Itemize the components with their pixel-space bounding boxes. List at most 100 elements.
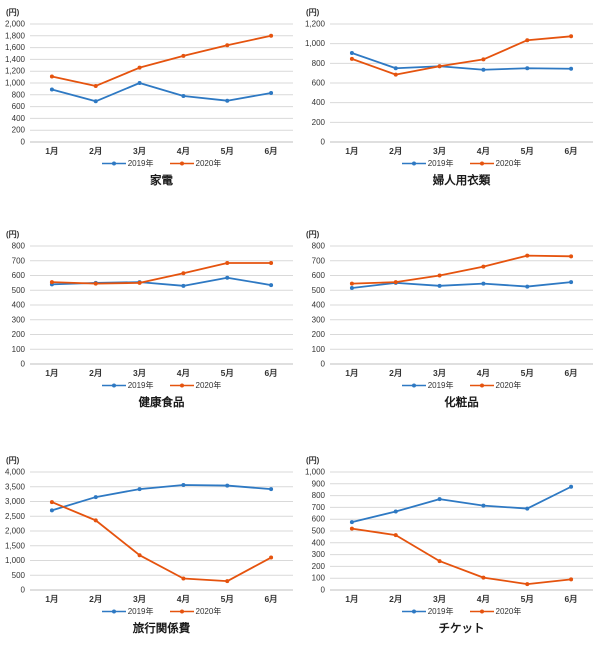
data-point-2019年 [49, 87, 54, 92]
data-point-2020年 [481, 575, 486, 580]
series-line-2020年 [51, 262, 272, 285]
data-point-2020年 [137, 280, 142, 285]
y-tick-label: 400 [312, 301, 326, 310]
data-point-2019年 [349, 286, 354, 291]
chart-cell-3: (円) 0 100 200 300 400 500 600 700 800 1月 2月 3月 4月 5月 6月… [0, 217, 300, 434]
y-tick-label: 500 [312, 527, 326, 536]
x-tick-label: 6月 [264, 146, 277, 156]
x-tick-label: 4月 [177, 594, 190, 604]
chart-title: 婦人用衣類 [432, 175, 491, 187]
legend-line-marker-icon [469, 383, 494, 388]
y-axis-unit-label: (円) [306, 456, 320, 465]
x-tick-label: 2月 [389, 368, 402, 378]
data-point-2019年 [525, 66, 530, 71]
chart-title: 旅行関係費 [132, 623, 191, 635]
x-tick-label: 2月 [389, 594, 402, 604]
x-tick-label: 4月 [177, 368, 190, 378]
data-point-2019年 [269, 283, 274, 288]
legend-item-2019年: 2019年 [401, 380, 454, 390]
data-point-2019年 [225, 275, 230, 280]
y-tick-label: 700 [312, 503, 326, 512]
data-point-2020年 [93, 518, 98, 523]
legend-label: 2020年 [195, 380, 222, 390]
data-point-2020年 [225, 260, 230, 265]
legend-item-2020年: 2020年 [469, 607, 521, 616]
y-tick-label: 1,000 [5, 79, 26, 88]
data-point-2020年 [569, 254, 574, 259]
y-axis-unit-label: (円) [6, 8, 20, 17]
chart-cell-6: (円) 0 100 200 300 400 500 600 700 800 900 1,000 1月 2月… [300, 434, 600, 651]
data-point-2019年 [225, 483, 230, 488]
legend-item-2019年: 2019年 [101, 607, 154, 616]
data-point-2020年 [137, 65, 142, 70]
y-tick-label: 2,500 [5, 512, 26, 521]
y-tick-label: 2,000 [5, 527, 26, 536]
data-point-2020年 [225, 579, 230, 584]
data-point-2020年 [49, 280, 54, 285]
legend-label: 2020年 [495, 158, 522, 168]
x-tick-label: 6月 [564, 368, 577, 378]
series-line-2020年 [351, 527, 572, 586]
y-tick-label: 500 [12, 286, 26, 295]
x-tick-label: 1月 [45, 146, 58, 156]
y-tick-label: 300 [312, 550, 326, 559]
y-tick-label: 0 [21, 586, 26, 595]
x-tick-label: 6月 [264, 368, 277, 378]
x-tick-label: 5月 [221, 146, 234, 156]
y-tick-label: 1,200 [5, 67, 26, 76]
x-tick-label: 4月 [477, 594, 490, 604]
legend-label: 2020年 [195, 158, 222, 168]
data-point-2019年 [137, 81, 142, 85]
data-point-2020年 [437, 273, 442, 278]
data-point-2020年 [225, 43, 230, 48]
data-point-2019年 [49, 508, 54, 513]
legend-label: 2019年 [427, 380, 454, 390]
data-point-2019年 [481, 67, 486, 72]
data-point-2020年 [437, 64, 442, 69]
data-point-2019年 [349, 520, 354, 525]
x-tick-label: 2月 [89, 594, 102, 604]
y-tick-label: 600 [12, 102, 26, 111]
legend-label: 2020年 [195, 606, 222, 616]
x-tick-label: 5月 [521, 594, 534, 604]
data-point-2020年 [93, 281, 98, 286]
y-tick-label: 500 [312, 286, 326, 295]
y-tick-label: 800 [312, 491, 326, 500]
legend-line-marker-icon [101, 609, 126, 614]
data-point-2019年 [569, 280, 574, 285]
data-point-2020年 [525, 253, 530, 258]
y-tick-label: 400 [12, 114, 26, 123]
x-tick-label: 2月 [89, 146, 102, 156]
y-tick-label: 1,600 [5, 43, 26, 52]
y-tick-label: 200 [12, 126, 26, 135]
x-tick-label: 2月 [389, 146, 402, 156]
y-axis-unit-label: (円) [6, 456, 20, 465]
chart-canvas: (円) 0 500 1,000 1,500 2,000 2,500 3,000 3,500 4,0… [5, 456, 293, 604]
series-line-2020年 [51, 501, 272, 583]
y-tick-label: 800 [12, 242, 26, 251]
data-point-2020年 [569, 34, 574, 39]
x-tick-label: 3月 [133, 146, 146, 156]
data-point-2020年 [269, 33, 274, 38]
chart-legend: 2019年 2020年 [330, 380, 593, 391]
data-point-2020年 [393, 72, 398, 77]
y-tick-label: 3,000 [5, 497, 26, 506]
chart-cell-4: (円) 0 100 200 300 400 500 600 700 800 1月 2月 3月 4月 5月 6月… [300, 217, 600, 434]
x-tick-label: 1月 [345, 368, 358, 378]
legend-item-2020年: 2020年 [169, 158, 222, 168]
x-tick-label: 6月 [264, 594, 277, 604]
y-tick-label: 300 [12, 315, 26, 324]
data-point-2020年 [525, 582, 530, 587]
data-point-2020年 [481, 264, 486, 269]
data-point-2019年 [393, 66, 398, 71]
data-point-2019年 [93, 99, 98, 104]
legend-item-2020年: 2020年 [169, 606, 222, 616]
legend-line-marker-icon [169, 161, 194, 166]
chart-legend: 2019年 2020年 [30, 606, 293, 617]
data-point-2019年 [569, 484, 574, 489]
data-point-2020年 [137, 553, 142, 558]
data-point-2020年 [93, 83, 98, 88]
y-tick-label: 400 [12, 301, 26, 310]
x-tick-label: 5月 [521, 146, 534, 156]
